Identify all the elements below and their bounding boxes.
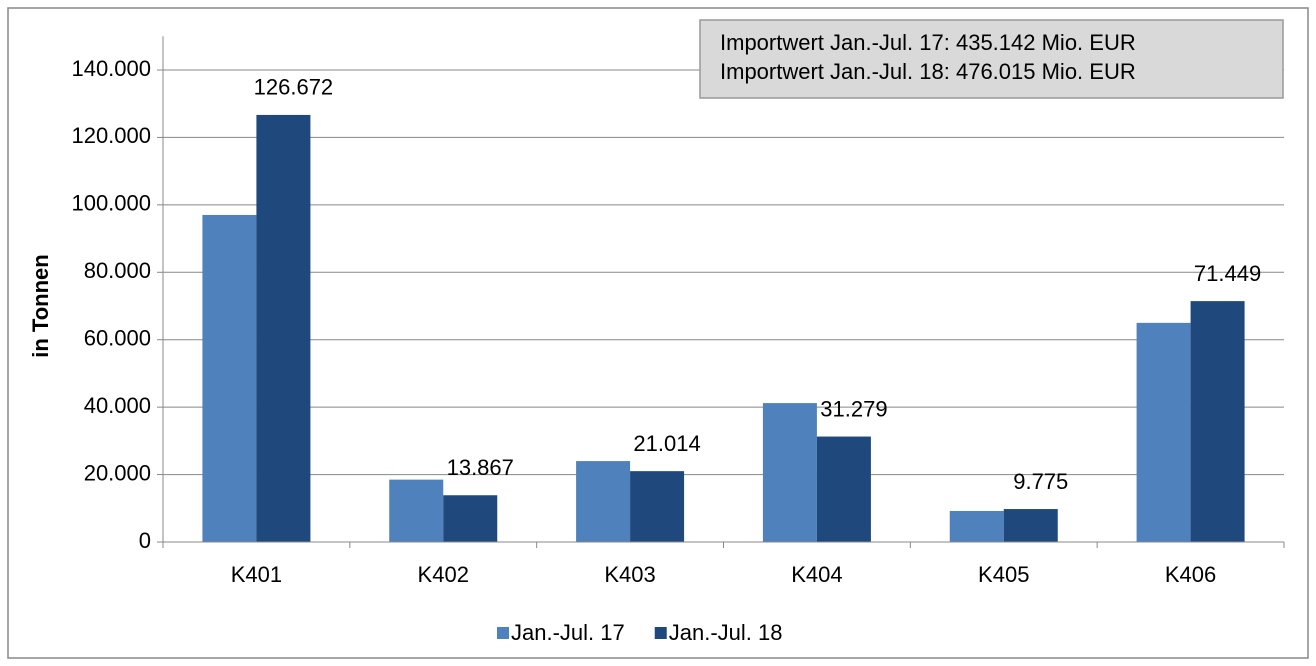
x-tick-label: K406 bbox=[1165, 562, 1216, 587]
y-tick-label: 0 bbox=[139, 528, 151, 553]
y-tick-label: 40.000 bbox=[84, 393, 151, 418]
y-tick-label: 100.000 bbox=[71, 191, 151, 216]
y-tick-label: 60.000 bbox=[84, 326, 151, 351]
bar bbox=[256, 114, 311, 543]
bar bbox=[630, 471, 685, 542]
legend-label: Jan.-Jul. 18 bbox=[669, 620, 783, 645]
y-axis-label: in Tonnen bbox=[28, 254, 53, 357]
annotation: Importwert Jan.-Jul. 18: 476.015 Mio. EU… bbox=[720, 59, 1136, 84]
data-label: 126.672 bbox=[254, 75, 334, 100]
data-label: 13.867 bbox=[447, 455, 514, 480]
bar bbox=[1003, 509, 1058, 542]
bar bbox=[202, 214, 257, 542]
bar bbox=[816, 436, 871, 542]
bar bbox=[576, 461, 631, 542]
data-label: 31.279 bbox=[820, 396, 887, 421]
x-tick-label: K404 bbox=[791, 562, 842, 587]
y-tick-label: 80.000 bbox=[84, 258, 151, 283]
bar bbox=[443, 495, 498, 542]
y-tick-label: 20.000 bbox=[84, 460, 151, 485]
x-tick-label: K405 bbox=[978, 562, 1029, 587]
bar bbox=[762, 403, 817, 542]
x-tick-label: K403 bbox=[604, 562, 655, 587]
bar bbox=[949, 510, 1004, 542]
bar bbox=[1136, 322, 1191, 542]
data-label: 21.014 bbox=[633, 431, 700, 456]
bar bbox=[1190, 301, 1245, 542]
bar bbox=[389, 479, 444, 542]
data-label: 9.775 bbox=[1013, 469, 1068, 494]
annotation: Importwert Jan.-Jul. 17: 435.142 Mio. EU… bbox=[720, 30, 1136, 55]
y-tick-label: 120.000 bbox=[71, 123, 151, 148]
legend-swatch bbox=[497, 627, 509, 639]
legend-swatch bbox=[654, 627, 667, 639]
x-tick-label: K402 bbox=[418, 562, 469, 587]
annotation-box bbox=[699, 19, 1284, 99]
data-label: 71.449 bbox=[1194, 261, 1261, 286]
x-tick-label: K401 bbox=[231, 562, 282, 587]
legend-label: Jan.-Jul. 17 bbox=[511, 620, 625, 645]
y-tick-label: 140.000 bbox=[71, 56, 151, 81]
